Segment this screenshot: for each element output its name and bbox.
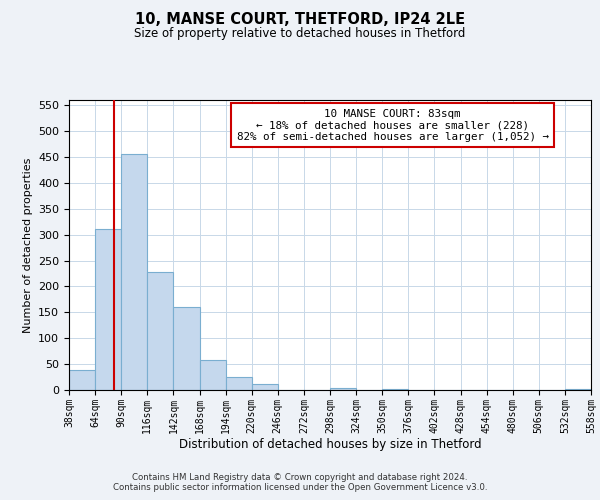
Text: Size of property relative to detached houses in Thetford: Size of property relative to detached ho… — [134, 28, 466, 40]
Text: 10, MANSE COURT, THETFORD, IP24 2LE: 10, MANSE COURT, THETFORD, IP24 2LE — [135, 12, 465, 28]
X-axis label: Distribution of detached houses by size in Thetford: Distribution of detached houses by size … — [179, 438, 481, 452]
Text: 10 MANSE COURT: 83sqm
← 18% of detached houses are smaller (228)
82% of semi-det: 10 MANSE COURT: 83sqm ← 18% of detached … — [236, 108, 548, 142]
Bar — [95, 230, 121, 390]
Text: Contains HM Land Registry data © Crown copyright and database right 2024.: Contains HM Land Registry data © Crown c… — [132, 472, 468, 482]
Text: Contains public sector information licensed under the Open Government Licence v3: Contains public sector information licen… — [113, 484, 487, 492]
Bar — [121, 154, 148, 390]
Bar — [252, 384, 278, 390]
Bar — [226, 377, 252, 390]
Bar — [173, 307, 199, 390]
Bar — [199, 360, 226, 390]
Bar — [330, 388, 356, 390]
Bar — [565, 389, 591, 390]
Bar — [69, 370, 95, 390]
Y-axis label: Number of detached properties: Number of detached properties — [23, 158, 32, 332]
Bar — [382, 389, 409, 390]
Bar — [148, 272, 173, 390]
